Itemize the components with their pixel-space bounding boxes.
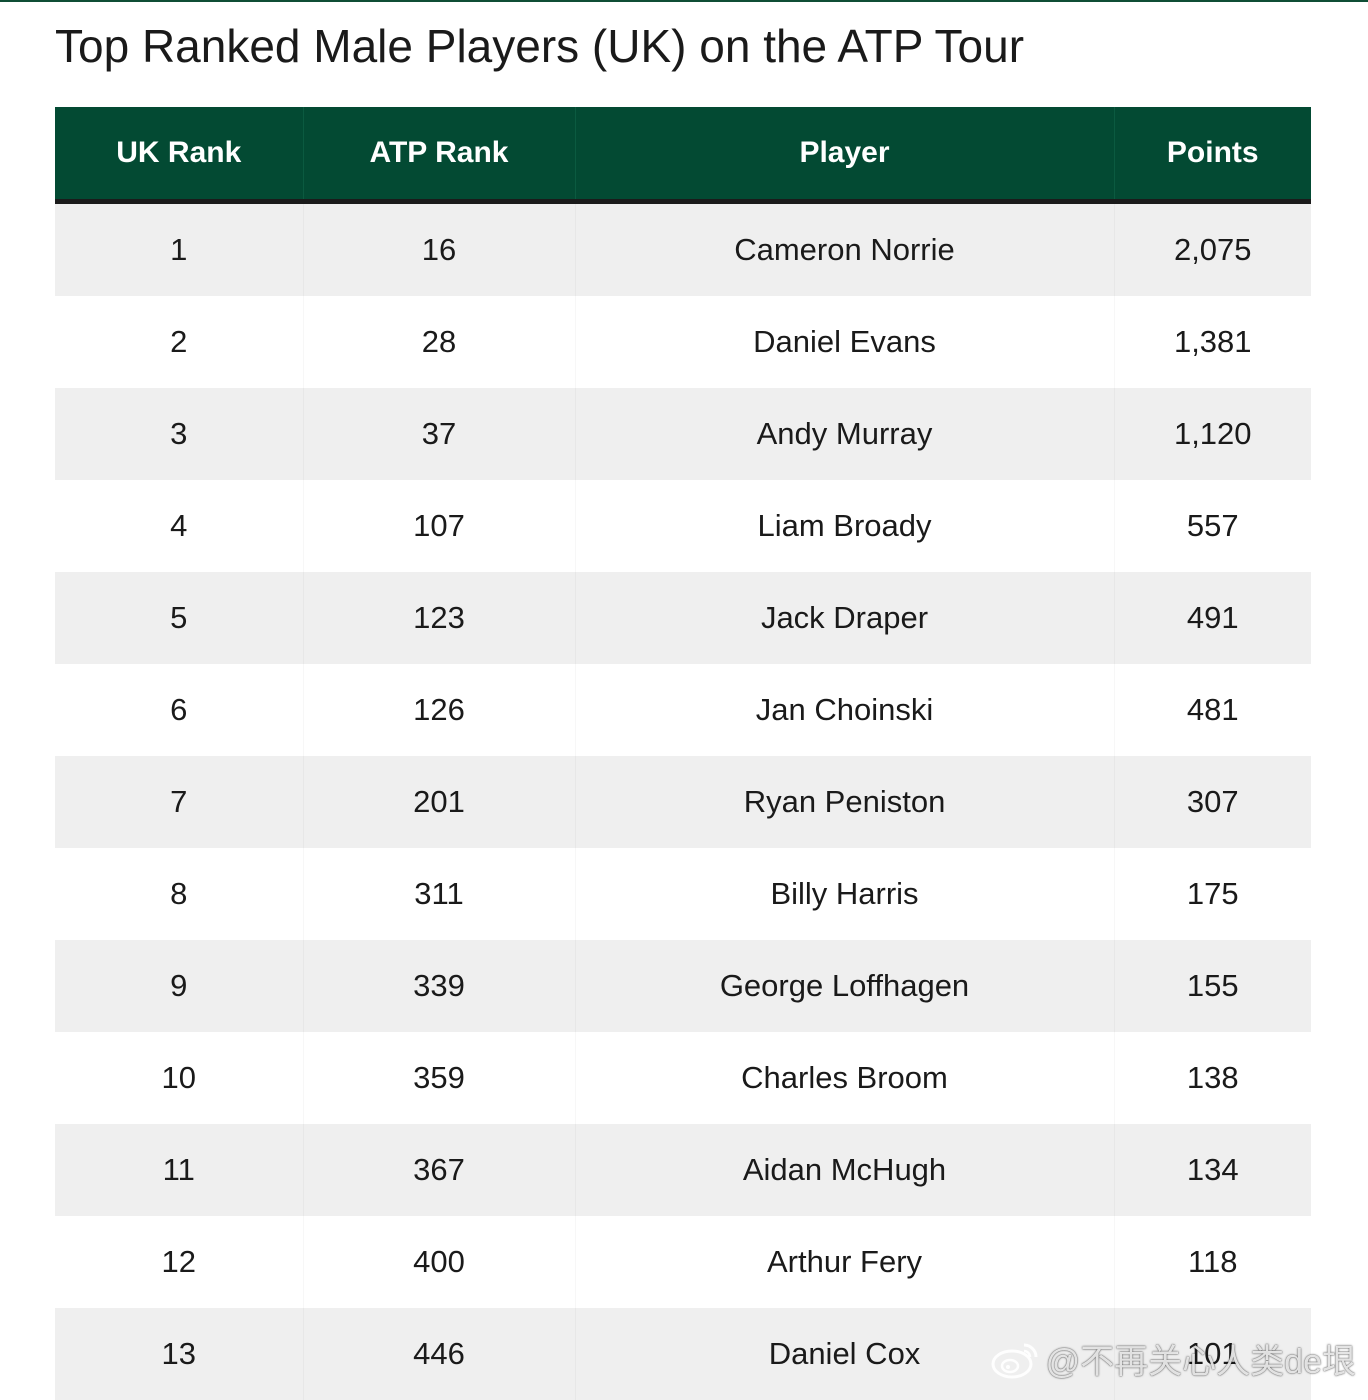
cell-uk-rank: 7	[55, 756, 303, 848]
cell-atp-rank: 107	[303, 480, 575, 572]
cell-player: Billy Harris	[575, 848, 1114, 940]
cell-uk-rank: 8	[55, 848, 303, 940]
cell-atp-rank: 339	[303, 940, 575, 1032]
cell-player: Jack Draper	[575, 572, 1114, 664]
cell-atp-rank: 367	[303, 1124, 575, 1216]
cell-atp-rank: 37	[303, 388, 575, 480]
cell-uk-rank: 6	[55, 664, 303, 756]
top-rule	[0, 0, 1368, 2]
cell-player: Ryan Peniston	[575, 756, 1114, 848]
cell-points: 1,381	[1114, 296, 1311, 388]
cell-player: Andy Murray	[575, 388, 1114, 480]
cell-atp-rank: 400	[303, 1216, 575, 1308]
cell-points: 481	[1114, 664, 1311, 756]
cell-points: 2,075	[1114, 202, 1311, 297]
cell-atp-rank: 311	[303, 848, 575, 940]
cell-player: Cameron Norrie	[575, 202, 1114, 297]
header-player: Player	[575, 107, 1114, 202]
cell-uk-rank: 3	[55, 388, 303, 480]
cell-player: Daniel Cox	[575, 1308, 1114, 1400]
cell-uk-rank: 12	[55, 1216, 303, 1308]
cell-uk-rank: 5	[55, 572, 303, 664]
cell-points: 118	[1114, 1216, 1311, 1308]
cell-points: 1,120	[1114, 388, 1311, 480]
cell-atp-rank: 126	[303, 664, 575, 756]
cell-points: 138	[1114, 1032, 1311, 1124]
cell-atp-rank: 16	[303, 202, 575, 297]
cell-player: Liam Broady	[575, 480, 1114, 572]
cell-points: 134	[1114, 1124, 1311, 1216]
cell-player: Aidan McHugh	[575, 1124, 1114, 1216]
cell-player: Daniel Evans	[575, 296, 1114, 388]
table-header: UK Rank ATP Rank Player Points	[55, 107, 1311, 202]
header-atp-rank: ATP Rank	[303, 107, 575, 202]
cell-points: 175	[1114, 848, 1311, 940]
cell-atp-rank: 359	[303, 1032, 575, 1124]
cell-atp-rank: 28	[303, 296, 575, 388]
cell-points: 101	[1114, 1308, 1311, 1400]
cell-points: 307	[1114, 756, 1311, 848]
cell-points: 155	[1114, 940, 1311, 1032]
cell-uk-rank: 10	[55, 1032, 303, 1124]
cell-player: Jan Choinski	[575, 664, 1114, 756]
cell-player: George Loffhagen	[575, 940, 1114, 1032]
page-title: Top Ranked Male Players (UK) on the ATP …	[55, 18, 1024, 74]
cell-points: 557	[1114, 480, 1311, 572]
cell-uk-rank: 4	[55, 480, 303, 572]
header-row: UK Rank ATP Rank Player Points	[55, 107, 1311, 202]
cell-uk-rank: 13	[55, 1308, 303, 1400]
cell-player: Charles Broom	[575, 1032, 1114, 1124]
cell-points: 491	[1114, 572, 1311, 664]
cell-uk-rank: 1	[55, 202, 303, 297]
cell-uk-rank: 2	[55, 296, 303, 388]
header-uk-rank: UK Rank	[55, 107, 303, 202]
cell-uk-rank: 9	[55, 940, 303, 1032]
cell-atp-rank: 123	[303, 572, 575, 664]
cell-uk-rank: 11	[55, 1124, 303, 1216]
header-points: Points	[1114, 107, 1311, 202]
cell-player: Arthur Fery	[575, 1216, 1114, 1308]
cell-atp-rank: 446	[303, 1308, 575, 1400]
cell-atp-rank: 201	[303, 756, 575, 848]
